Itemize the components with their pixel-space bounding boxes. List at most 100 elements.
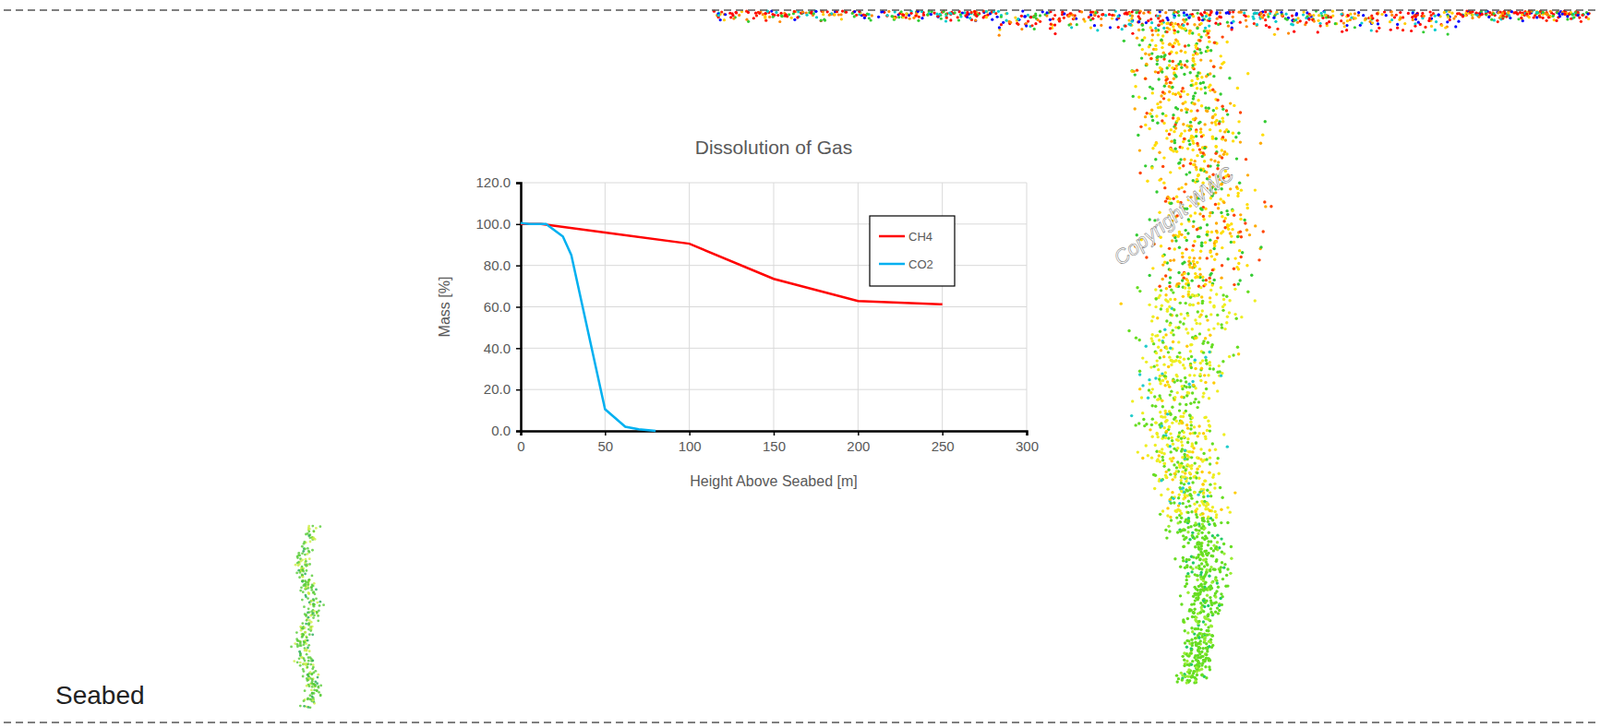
plume-particle xyxy=(1190,327,1194,331)
plume-particle xyxy=(1187,286,1191,289)
plume-particle xyxy=(1180,255,1184,259)
surface-particle xyxy=(1207,17,1211,21)
plume-particle xyxy=(1184,182,1188,186)
plume-particle xyxy=(1190,380,1194,384)
plume-particle xyxy=(1136,133,1140,137)
plume-particle xyxy=(1175,673,1179,677)
surface-particle xyxy=(1304,21,1308,25)
plume-particle xyxy=(1163,186,1167,190)
surface-particle xyxy=(917,15,921,19)
surface-particle xyxy=(990,18,994,22)
plume-particle xyxy=(1167,59,1171,62)
surface-particle xyxy=(1138,11,1142,14)
plume-particle xyxy=(1205,223,1209,227)
plume-particle xyxy=(1143,164,1147,168)
plume-particle xyxy=(1202,516,1205,519)
plume-particle xyxy=(1205,361,1209,365)
surface-particle xyxy=(996,15,999,19)
surface-particle xyxy=(1353,25,1357,29)
plume-particle xyxy=(1186,631,1190,635)
surface-particle xyxy=(1016,23,1020,26)
plume-particle xyxy=(1154,114,1158,118)
surface-particle xyxy=(1227,24,1230,28)
surface-particle xyxy=(1316,30,1320,34)
plume-particle xyxy=(1178,60,1182,63)
surface-particle xyxy=(1280,13,1284,17)
plume-particle xyxy=(1186,463,1190,467)
plume-particle xyxy=(1182,157,1186,161)
plume-particle xyxy=(1204,457,1208,461)
plume-particle xyxy=(1216,612,1220,615)
plume-particle xyxy=(1163,462,1167,466)
surface-particle xyxy=(768,15,771,19)
plume-particle xyxy=(1150,51,1154,55)
surface-particle xyxy=(1184,18,1188,22)
plume-particle xyxy=(1203,240,1207,244)
plume-particle xyxy=(1184,172,1188,176)
surface-particle xyxy=(937,15,940,19)
plume-particle xyxy=(1248,233,1252,237)
surface-particle xyxy=(1301,10,1305,13)
surface-particle xyxy=(1431,12,1435,15)
surface-particle xyxy=(1563,12,1567,15)
plume-particle xyxy=(1184,505,1188,509)
surface-particle xyxy=(1267,25,1271,29)
surface-particle xyxy=(1292,30,1296,34)
surface-particle xyxy=(1417,21,1420,25)
plume-particle xyxy=(1144,444,1148,447)
plume-particle xyxy=(1219,286,1223,289)
plume-particle xyxy=(1207,575,1211,578)
plume-particle xyxy=(1221,120,1225,123)
plume-particle xyxy=(1183,50,1187,54)
surface-particle xyxy=(1470,13,1474,17)
plume-particle xyxy=(1200,295,1204,299)
plume-particle xyxy=(1199,58,1203,61)
plume-particle xyxy=(1225,294,1228,298)
surface-particle xyxy=(1151,33,1155,37)
plume-particle xyxy=(1220,246,1224,250)
plume-particle xyxy=(1228,510,1232,514)
plume-particle xyxy=(1205,489,1209,493)
surface-particle xyxy=(1219,15,1223,19)
surface-particle xyxy=(1519,16,1523,20)
plume-particle xyxy=(1166,469,1170,472)
plume-particle xyxy=(1175,64,1179,68)
plume-particle xyxy=(1144,345,1148,349)
plume-particle xyxy=(1177,325,1180,329)
surface-particle xyxy=(1266,15,1270,19)
plume-particle xyxy=(1147,378,1151,382)
surface-particle xyxy=(1274,20,1277,24)
plume-particle xyxy=(1171,457,1175,460)
plume-particle xyxy=(1191,59,1195,62)
surface-particle xyxy=(1005,12,1009,15)
surface-particle xyxy=(1347,13,1350,17)
plume-particle xyxy=(1180,387,1184,391)
plume-particle xyxy=(1189,432,1192,435)
plume-particle xyxy=(1236,194,1240,198)
plume-particle xyxy=(1191,561,1195,565)
surface-particle xyxy=(1547,15,1551,19)
plume-particle xyxy=(1203,623,1207,626)
plume-particle xyxy=(1181,140,1185,144)
plume-particle xyxy=(1199,379,1203,383)
plume-particle xyxy=(1157,338,1161,342)
surface-particle xyxy=(1370,13,1373,17)
plume-particle xyxy=(1159,244,1163,248)
surface-particle xyxy=(1252,12,1256,15)
plume-particle xyxy=(1143,76,1147,80)
plume-particle xyxy=(1233,256,1237,260)
plume-particle xyxy=(1192,102,1196,106)
plume-particle xyxy=(1181,502,1185,506)
plume-particle xyxy=(1219,276,1223,279)
plume-particle xyxy=(1220,264,1224,267)
plume-particle xyxy=(1175,466,1179,470)
surface-particle xyxy=(1094,11,1097,14)
surface-particle xyxy=(1357,13,1360,17)
plume-particle xyxy=(1203,91,1207,95)
surface-particle xyxy=(1433,28,1437,32)
plume-particle xyxy=(1183,129,1187,133)
surface-particle xyxy=(1237,11,1240,14)
plume-particle xyxy=(1202,452,1205,456)
plume-particle xyxy=(1213,278,1216,282)
plume-particle xyxy=(1220,561,1224,565)
